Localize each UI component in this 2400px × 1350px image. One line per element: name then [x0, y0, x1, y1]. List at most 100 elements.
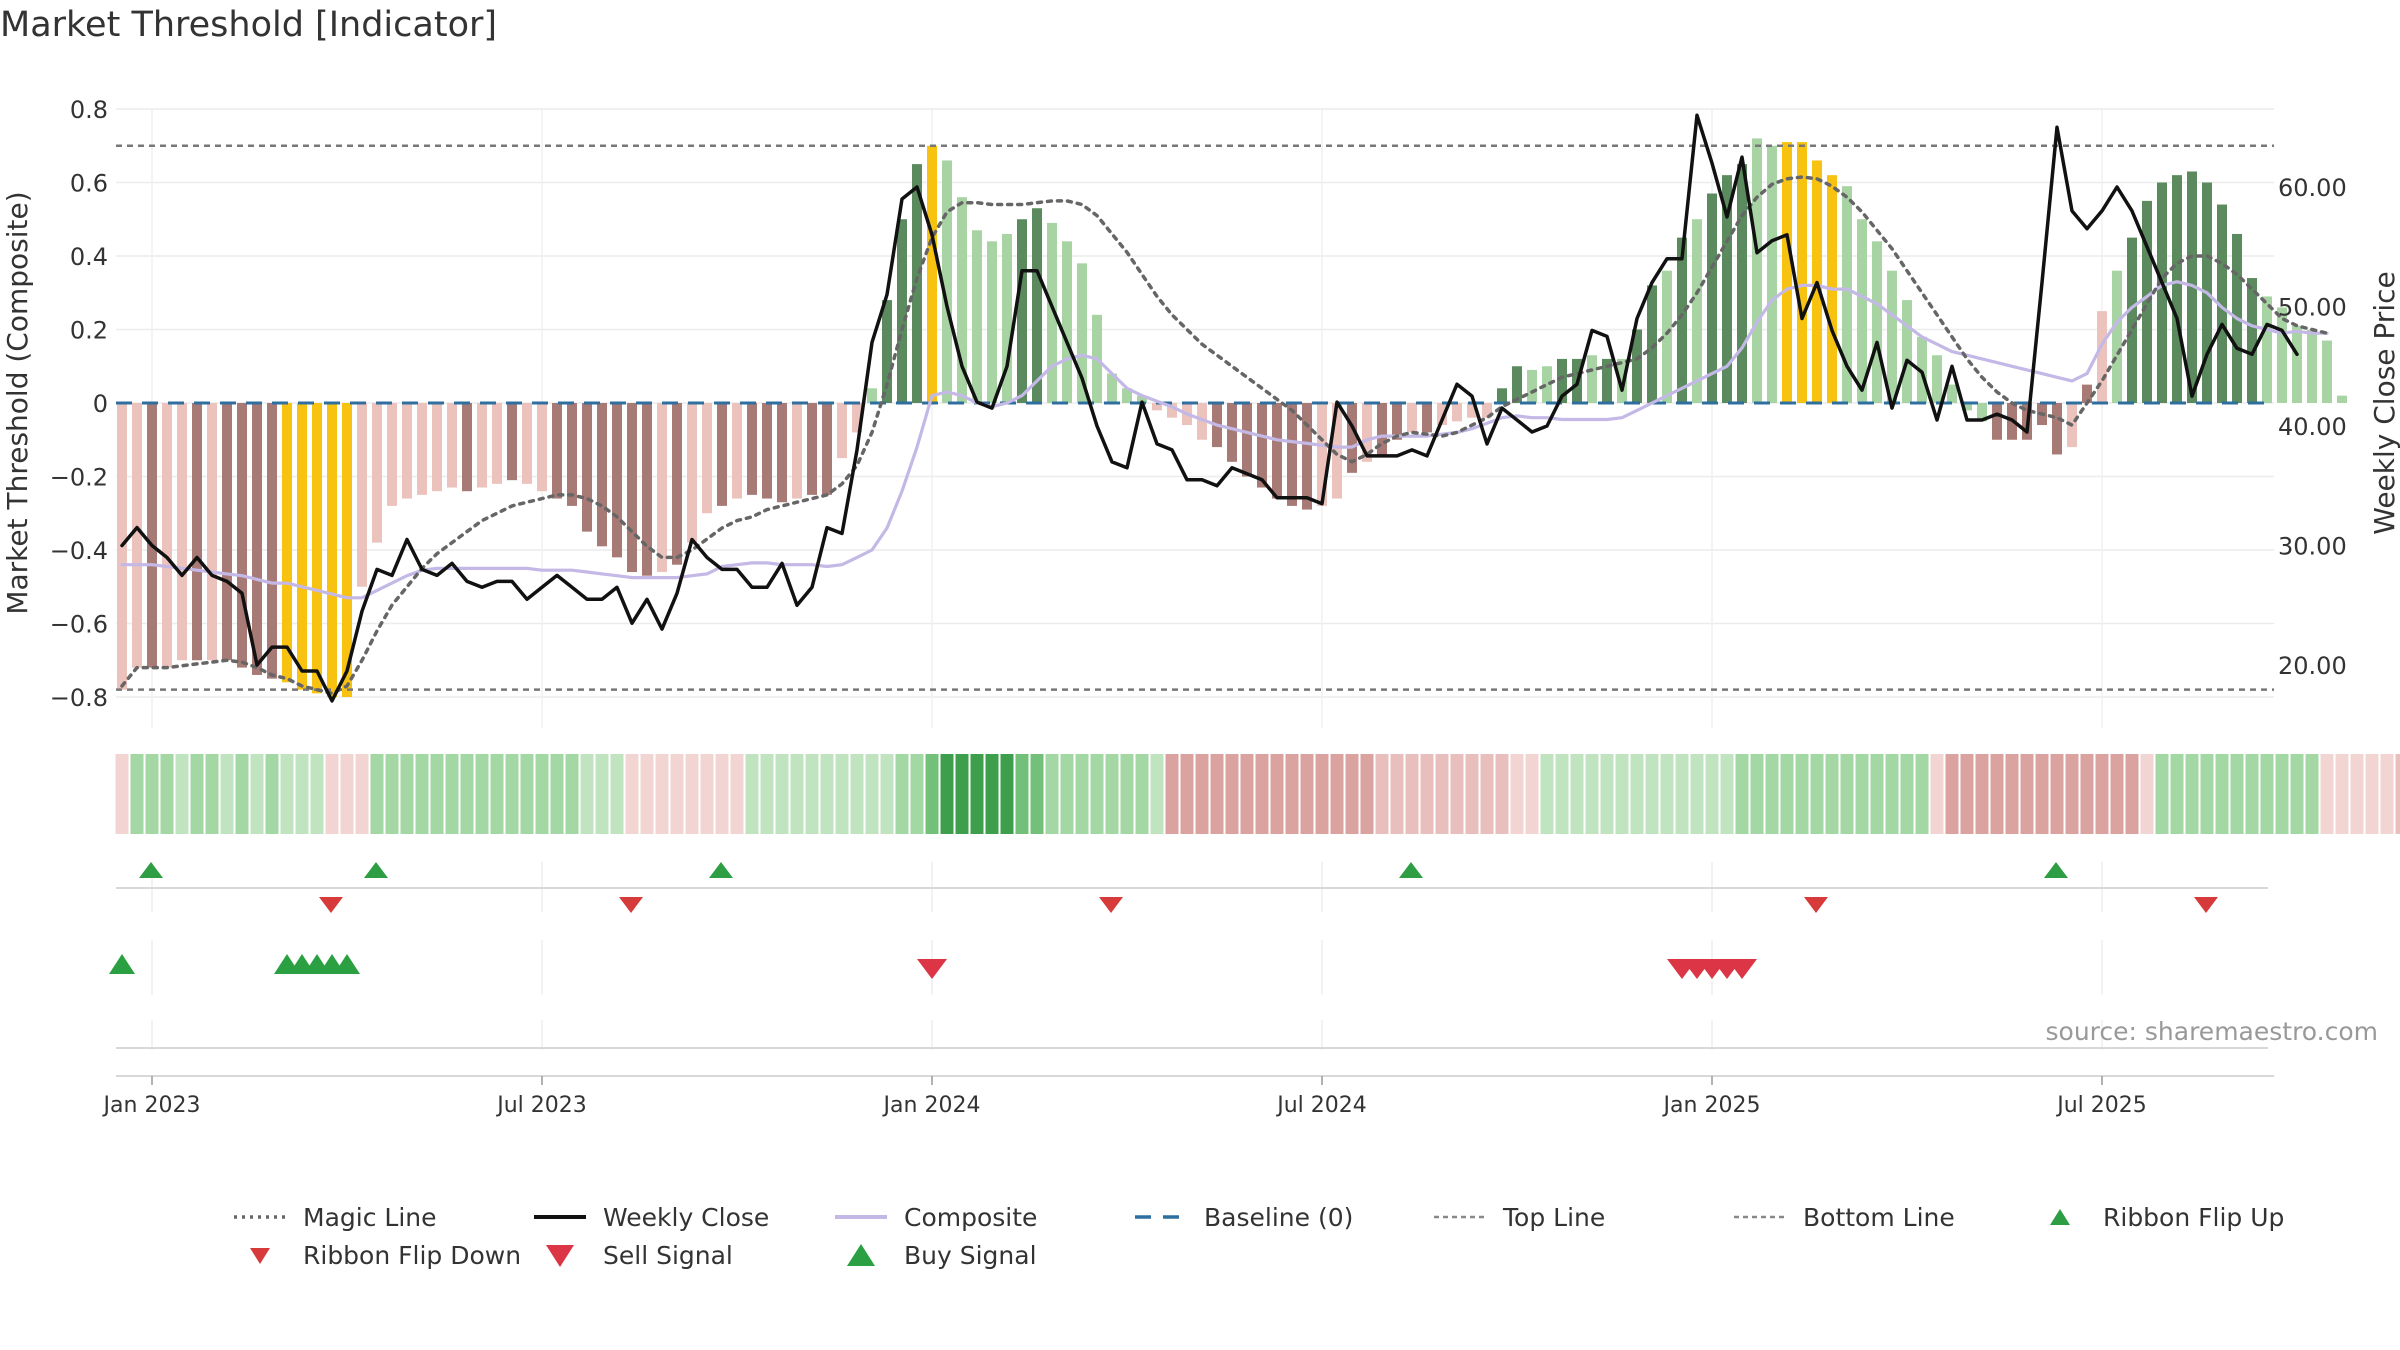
ribbon-flip-up-marker	[364, 862, 388, 878]
ribbon-cell	[385, 754, 399, 834]
composite-bar	[612, 403, 622, 558]
composite-bar	[2157, 182, 2167, 403]
composite-bar	[1677, 237, 1687, 403]
composite-bar	[942, 160, 952, 403]
triangle-up-icon	[2050, 1209, 2070, 1225]
composite-bar	[177, 403, 187, 661]
composite-bar	[1872, 241, 1882, 403]
ribbon-cell	[1180, 754, 1194, 834]
ribbon-cell	[2125, 754, 2139, 834]
ribbon-cell	[2290, 754, 2304, 834]
ribbon-cell	[1330, 754, 1344, 834]
composite-bar	[1707, 193, 1717, 403]
composite-bar	[1122, 388, 1132, 403]
ribbon-cell	[415, 754, 429, 834]
composite-bar	[1992, 403, 2002, 440]
composite-bar	[357, 403, 367, 587]
ribbon-cell	[2275, 754, 2289, 834]
ribbon-cell	[655, 754, 669, 834]
y2-tick-label: 50.00	[2278, 294, 2347, 322]
ribbon-cell	[115, 754, 129, 834]
legend-item-ribbon-flip-up: Ribbon Flip Up	[2030, 1198, 2284, 1236]
y2-axis-label: Weekly Close Price	[2368, 271, 2400, 534]
ribbon-flip-up-marker	[2044, 862, 2068, 878]
ribbon-cell	[1465, 754, 1479, 834]
composite-bar	[762, 403, 772, 499]
composite-bar	[1482, 403, 1492, 418]
ribbon-cell	[1195, 754, 1209, 834]
y-tick-label: 0.6	[70, 170, 108, 198]
composite-bar	[282, 403, 292, 683]
ribbon-cell	[370, 754, 384, 834]
composite-bar	[1782, 142, 1792, 403]
legend-label: Sell Signal	[603, 1240, 733, 1270]
composite-bar	[1722, 175, 1732, 403]
composite-bar	[477, 403, 487, 488]
ribbon-cell	[1780, 754, 1794, 834]
ribbon-cell	[1090, 754, 1104, 834]
legend-label: Baseline (0)	[1204, 1202, 1354, 1232]
y-tick-label: 0.8	[70, 96, 108, 124]
composite-bar	[1857, 219, 1867, 403]
composite-bar	[447, 403, 457, 488]
x-tick-label: Jan 2024	[882, 1093, 981, 1118]
ribbon-cell	[1825, 754, 1839, 834]
composite-bar	[552, 403, 562, 499]
ribbon-cell	[490, 754, 504, 834]
composite-bar	[1362, 403, 1372, 462]
composite-bar	[2322, 340, 2332, 403]
composite-bar	[1557, 358, 1567, 403]
y-axis-label: Market Threshold (Composite)	[1, 191, 34, 614]
x-tick-label: Jan 2023	[102, 1093, 201, 1118]
ribbon-cell	[1885, 754, 1899, 834]
ribbon-cell	[2020, 754, 2034, 834]
composite-bar	[2052, 403, 2062, 455]
buy-signal-marker	[109, 954, 135, 974]
composite-bar	[162, 403, 172, 668]
composite-bar	[1017, 219, 1027, 403]
composite-bar	[837, 403, 847, 459]
composite-bar	[267, 403, 277, 679]
ribbon-cell	[835, 754, 849, 834]
triangle-up-icon	[847, 1244, 875, 1266]
composite-bar	[1377, 403, 1387, 455]
fine-dashed-line-icon	[1434, 1215, 1486, 1219]
ribbon-cell	[745, 754, 759, 834]
composite-bar	[327, 403, 337, 697]
composite-bar	[1062, 241, 1072, 403]
composite-bar	[372, 403, 382, 543]
legend-label: Magic Line	[303, 1202, 437, 1232]
ribbon-cell	[1165, 754, 1179, 834]
composite-bar	[1002, 233, 1012, 403]
ribbon-cell	[1810, 754, 1824, 834]
composite-bar	[1887, 270, 1897, 403]
ribbon-flip-down-marker	[619, 897, 643, 913]
ribbon-cell	[2200, 754, 2214, 834]
legend-item-composite: Composite	[831, 1198, 1037, 1236]
composite-bar	[1647, 285, 1657, 403]
ribbon-cell	[1765, 754, 1779, 834]
ribbon-cell	[565, 754, 579, 834]
ribbon-cell	[685, 754, 699, 834]
composite-bar	[2277, 307, 2287, 403]
ribbon-cell	[1555, 754, 1569, 834]
ribbon-cell	[340, 754, 354, 834]
ribbon-cell	[1840, 754, 1854, 834]
triangle-down-icon	[546, 1245, 574, 1267]
ribbon-cell	[595, 754, 609, 834]
ribbon-cell	[400, 754, 414, 834]
ribbon-cell	[2005, 754, 2019, 834]
ribbon-cell	[760, 754, 774, 834]
composite-bar	[342, 403, 352, 697]
composite-bar	[2217, 204, 2227, 403]
ribbon-cell	[235, 754, 249, 834]
ribbon-cell	[1360, 754, 1374, 834]
ribbon-cell	[775, 754, 789, 834]
legend-item-top-line: Top Line	[1430, 1198, 1605, 1236]
ribbon-cell	[265, 754, 279, 834]
ribbon-cell	[1795, 754, 1809, 834]
ribbon-cell	[1855, 754, 1869, 834]
y-tick-label: −0.8	[50, 684, 108, 712]
composite-bar	[1947, 384, 1957, 403]
